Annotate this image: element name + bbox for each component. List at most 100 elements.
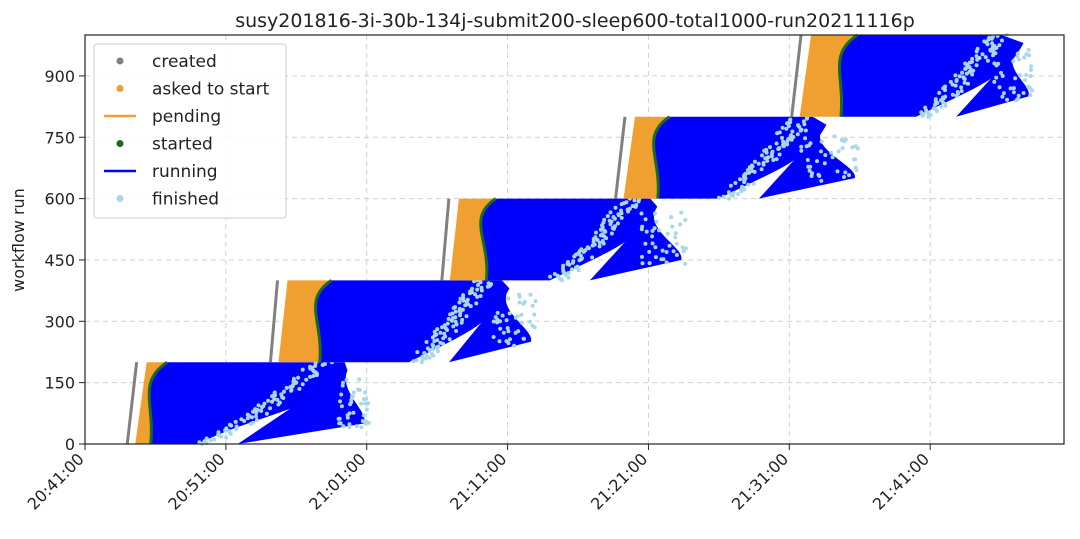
finished-point (224, 426, 229, 431)
finished-point (785, 142, 790, 147)
finished-point (500, 313, 505, 318)
finished-point (1008, 86, 1013, 91)
finished-point (528, 319, 532, 324)
finished-point (789, 133, 793, 138)
legend-label: finished (152, 190, 219, 210)
finished-point (505, 326, 510, 331)
finished-point (339, 404, 344, 409)
finished-point (756, 161, 761, 166)
finished-point (752, 159, 757, 164)
finished-point (721, 194, 726, 199)
finished-point (256, 403, 261, 408)
y-tick-label: 0 (65, 435, 75, 454)
finished-point (340, 383, 345, 388)
finished-point (819, 178, 824, 183)
finished-point (647, 261, 652, 266)
finished-point (308, 374, 313, 379)
finished-point (955, 90, 960, 94)
finished-point (1028, 74, 1033, 78)
legend-label: running (152, 162, 218, 182)
finished-point (357, 377, 362, 382)
finished-point (361, 413, 366, 418)
finished-point (533, 299, 538, 304)
finished-point (1000, 94, 1005, 99)
finished-point (768, 145, 772, 150)
finished-point (759, 167, 764, 172)
finished-point (997, 43, 1002, 48)
finished-point (957, 74, 962, 79)
finished-point (360, 419, 365, 423)
finished-point (746, 182, 751, 187)
finished-point (992, 79, 997, 84)
finished-point (613, 224, 617, 229)
finished-point (627, 206, 632, 211)
y-tick-label: 900 (44, 67, 75, 86)
finished-point (530, 303, 535, 308)
finished-point (963, 61, 968, 66)
finished-point (803, 136, 808, 141)
finished-point (994, 75, 999, 80)
finished-point (634, 203, 639, 207)
legend-swatch-0 (116, 57, 124, 65)
finished-point (304, 377, 309, 382)
finished-point (774, 141, 779, 146)
finished-point (197, 440, 202, 445)
finished-point (347, 425, 352, 430)
finished-point (351, 390, 356, 395)
finished-point (959, 85, 964, 90)
plot-data (125, 33, 1034, 446)
running-tail (589, 206, 682, 281)
running-tail (448, 288, 532, 363)
finished-point (350, 394, 355, 399)
finished-point (795, 132, 800, 137)
y-axis-label: workflow run (9, 188, 28, 292)
finished-point (843, 170, 848, 175)
finished-point (727, 196, 731, 201)
finished-point (650, 228, 655, 233)
finished-point (643, 217, 648, 222)
finished-point (461, 293, 466, 298)
finished-point (442, 323, 447, 328)
finished-point (583, 248, 588, 253)
finished-point (475, 294, 480, 299)
y-tick-label: 750 (44, 128, 75, 147)
legend-label: pending (152, 107, 221, 127)
finished-point (959, 89, 964, 94)
finished-point (810, 171, 814, 176)
finished-point (457, 306, 462, 311)
finished-point (415, 350, 420, 355)
finished-point (1001, 91, 1006, 96)
finished-point (420, 354, 425, 359)
finished-point (937, 90, 942, 95)
finished-point (819, 149, 823, 154)
finished-point (566, 271, 571, 275)
finished-point (600, 232, 605, 237)
legend: created asked to start pending started runni… (93, 43, 287, 219)
finished-point (609, 231, 614, 236)
finished-point (736, 192, 740, 196)
finished-point (593, 235, 598, 240)
finished-point (1016, 93, 1021, 98)
finished-point (457, 300, 462, 305)
finished-point (254, 418, 259, 423)
finished-point (939, 104, 944, 109)
finished-point (359, 401, 364, 406)
finished-point (508, 337, 512, 342)
finished-point (780, 135, 784, 140)
finished-point (1016, 57, 1021, 62)
finished-point (974, 63, 979, 68)
finished-point (435, 338, 440, 343)
finished-point (738, 177, 742, 182)
finished-point (566, 260, 570, 264)
finished-point (233, 419, 238, 424)
finished-point (438, 340, 443, 345)
finished-point (660, 248, 665, 253)
started-boundary (479, 197, 497, 281)
x-tick-label: 21:41:00 (869, 449, 933, 513)
finished-point (486, 281, 491, 286)
finished-point (799, 127, 804, 132)
finished-point (764, 147, 769, 152)
finished-point (650, 234, 655, 239)
finished-point (670, 224, 675, 229)
